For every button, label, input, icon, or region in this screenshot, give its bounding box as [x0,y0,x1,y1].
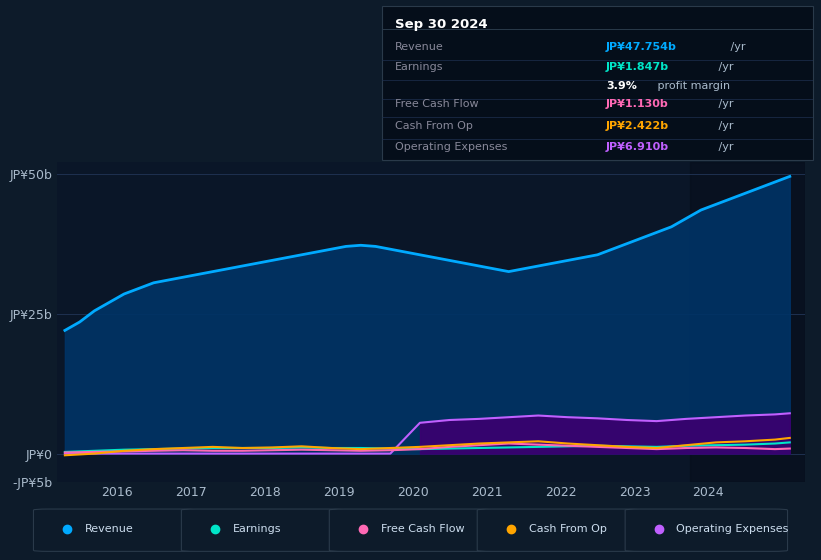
FancyBboxPatch shape [382,6,813,160]
Text: profit margin: profit margin [654,81,731,91]
Text: Free Cash Flow: Free Cash Flow [381,524,465,534]
FancyBboxPatch shape [329,509,492,552]
Text: Cash From Op: Cash From Op [395,121,473,130]
Text: Operating Expenses: Operating Expenses [395,142,507,152]
Text: /yr: /yr [714,121,733,130]
Text: 3.9%: 3.9% [606,81,637,91]
Text: /yr: /yr [714,62,733,72]
FancyBboxPatch shape [625,509,787,552]
Text: JP¥1.847b: JP¥1.847b [606,62,669,72]
Text: /yr: /yr [727,42,745,52]
Text: /yr: /yr [714,99,733,109]
Text: Free Cash Flow: Free Cash Flow [395,99,479,109]
Text: Operating Expenses: Operating Expenses [677,524,789,534]
Text: JP¥2.422b: JP¥2.422b [606,121,669,130]
Text: JP¥6.910b: JP¥6.910b [606,142,669,152]
Bar [690,162,805,482]
Text: Revenue: Revenue [395,42,443,52]
FancyBboxPatch shape [181,509,344,552]
FancyBboxPatch shape [34,509,196,552]
FancyBboxPatch shape [477,509,640,552]
Text: Revenue: Revenue [85,524,134,534]
Text: Sep 30 2024: Sep 30 2024 [395,18,488,31]
Text: Cash From Op: Cash From Op [529,524,607,534]
Text: JP¥47.754b: JP¥47.754b [606,42,677,52]
Text: JP¥1.130b: JP¥1.130b [606,99,668,109]
Text: Earnings: Earnings [395,62,443,72]
Text: /yr: /yr [714,142,733,152]
Text: Earnings: Earnings [232,524,282,534]
